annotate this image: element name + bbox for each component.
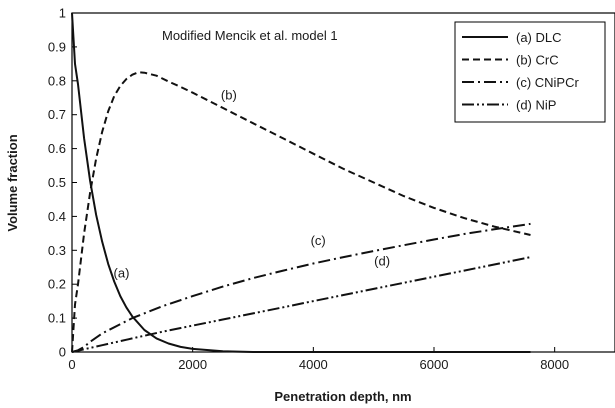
ticks-layer: 0 2000 4000 6000 8000 0 0.1 0.2 0.3 0.4 0.5 0.6 0.7 0… — [48, 6, 569, 373]
legend-label-2: (c) CNiPCr — [516, 75, 579, 90]
series-layer — [71, 12, 531, 353]
x-axis-title: Penetration depth, nm — [274, 389, 411, 404]
x-tick-label: 2000 — [178, 357, 207, 372]
y-tick-label: 0.8 — [48, 73, 66, 88]
legend-label-0: (a) DLC — [516, 30, 562, 45]
series-line-3 — [71, 256, 531, 353]
y-tick-label: 0.1 — [48, 311, 66, 326]
legend-box — [454, 21, 606, 123]
x-tick-label: 6000 — [420, 357, 449, 372]
legend: (a) DLC (b) CrC (c) CNiPCr (d) NiP — [454, 21, 606, 123]
y-axis-title: Volume fraction — [5, 134, 20, 231]
y-tick-label: 0.9 — [48, 39, 66, 54]
x-tick-label: 8000 — [540, 357, 569, 372]
annotation-3: (d) — [374, 254, 390, 269]
y-tick-label: 1 — [59, 6, 66, 21]
annotations-layer: (a) (b) (c) (d) — [114, 87, 391, 280]
y-tick-label: 0.5 — [48, 175, 66, 190]
x-tick-label: 0 — [68, 357, 75, 372]
y-tick-label: 0.3 — [48, 243, 66, 258]
annotation-1: (b) — [221, 87, 237, 102]
legend-label-3: (d) NiP — [516, 98, 556, 113]
chart-title: Modified Mencik et al. model 1 — [162, 28, 338, 43]
y-tick-label: 0.2 — [48, 277, 66, 292]
series-line-0 — [71, 12, 531, 353]
y-tick-label: 0 — [59, 345, 66, 360]
series-line-2 — [71, 222, 531, 353]
annotation-0: (a) — [114, 265, 130, 280]
series-line-1 — [71, 71, 531, 353]
y-tick-label: 0.6 — [48, 141, 66, 156]
y-tick-label: 0.4 — [48, 209, 66, 224]
legend-label-1: (b) CrC — [516, 53, 559, 68]
x-tick-label: 4000 — [299, 357, 328, 372]
annotation-2: (c) — [311, 233, 326, 248]
y-tick-label: 0.7 — [48, 107, 66, 122]
